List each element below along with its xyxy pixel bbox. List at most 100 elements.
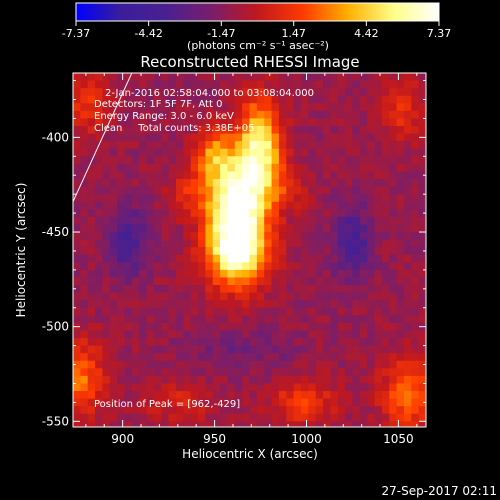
heatmap-cell [359,201,368,210]
heatmap-cell [205,103,214,112]
heatmap-cell [80,315,89,324]
heatmap-cell [190,209,199,218]
heatmap-cell [403,133,412,142]
colorbar-tick-label: 4.42 [354,27,379,40]
heatmap-cell [117,216,126,226]
heatmap-cell [352,194,361,203]
heatmap-cell [286,315,295,324]
heatmap-cell [80,171,89,180]
heatmap-cell [161,126,170,135]
heatmap-cell [389,300,398,309]
heatmap-cell [330,118,339,127]
heatmap-cell [315,338,324,347]
heatmap-cell [396,322,405,332]
heatmap-cell [87,118,96,127]
heatmap-cell [300,141,309,150]
heatmap-cell [249,224,258,233]
heatmap-cell [396,413,405,422]
heatmap-cell [403,186,412,195]
heatmap-cell [345,141,354,150]
heatmap-cell [278,300,287,309]
heatmap-cell [80,216,89,226]
heatmap-cell [418,103,426,112]
heatmap-cell [403,201,412,210]
heatmap-cell [153,186,162,195]
heatmap-cell [131,315,140,324]
heatmap-cell [139,194,148,203]
heatmap-cell [234,232,243,241]
heatmap-cell [381,95,390,104]
heatmap-cell [139,239,148,248]
heatmap-cell [389,126,398,135]
heatmap-cell [389,292,398,301]
heatmap-cell [389,186,398,195]
heatmap-cell [220,156,229,165]
heatmap-cell [293,224,302,233]
heatmap-cell [146,110,155,120]
heatmap-cell [249,88,258,97]
heatmap-cell [227,171,236,180]
heatmap-cell [278,209,287,218]
heatmap-cell [264,163,273,173]
heatmap-cell [330,80,339,89]
heatmap-cell [227,262,236,271]
heatmap-cell [396,232,405,241]
heatmap-cell [264,171,273,180]
heatmap-cell [367,80,376,89]
heatmap-cell [256,73,265,82]
heatmap-cell [367,391,376,400]
heatmap-cell [139,232,148,241]
heatmap-cell [109,171,118,180]
heatmap-cell [352,353,361,362]
heatmap-cell [330,163,339,173]
heatmap-cell [124,307,133,316]
heatmap-cell [323,353,331,362]
heatmap-cell [139,73,148,82]
heatmap-cell [286,353,295,362]
heatmap-cell [87,88,96,97]
heatmap-cell [293,163,302,173]
heatmap-cell [227,239,236,248]
heatmap-cell [161,224,170,233]
heatmap-cell [220,413,229,422]
heatmap-cell [323,126,331,135]
heatmap-cell [183,216,192,226]
heatmap-cell [175,179,184,188]
heatmap-cell [124,95,133,104]
heatmap-cell [175,375,184,385]
heatmap-cell [315,148,324,157]
heatmap-cell [345,345,354,354]
heatmap-cell [359,254,368,263]
heatmap-cell [153,315,162,324]
heatmap-cell [374,201,383,210]
heatmap-cell [139,292,148,301]
heatmap-cell [102,330,111,339]
heatmap-cell [183,322,192,332]
heatmap-cell [242,216,251,226]
heatmap-cell [300,239,309,248]
heatmap-cell [396,133,405,142]
heatmap-cell [389,247,398,256]
heatmap-cell [286,110,295,120]
heatmap-cell [95,269,104,279]
heatmap-cell [102,156,111,165]
heatmap-cell [381,80,390,89]
heatmap-cell [264,141,273,150]
heatmap-cell [109,103,118,112]
heatmap-cell [403,406,412,415]
heatmap-cell [323,406,331,415]
heatmap-cell [175,201,184,210]
heatmap-cell [168,148,177,157]
heatmap-cell [212,383,221,392]
heatmap-cell [374,315,383,324]
heatmap-cell [124,269,133,279]
heatmap-cell [300,368,309,377]
colorbar-gradient [75,2,440,22]
heatmap-cell [205,292,214,301]
heatmap-cell [175,345,184,354]
heatmap-cell [80,88,89,97]
heatmap-cell [190,95,199,104]
heatmap-cell [330,262,339,271]
heatmap-cell [271,292,280,301]
heatmap-cell [256,421,265,427]
